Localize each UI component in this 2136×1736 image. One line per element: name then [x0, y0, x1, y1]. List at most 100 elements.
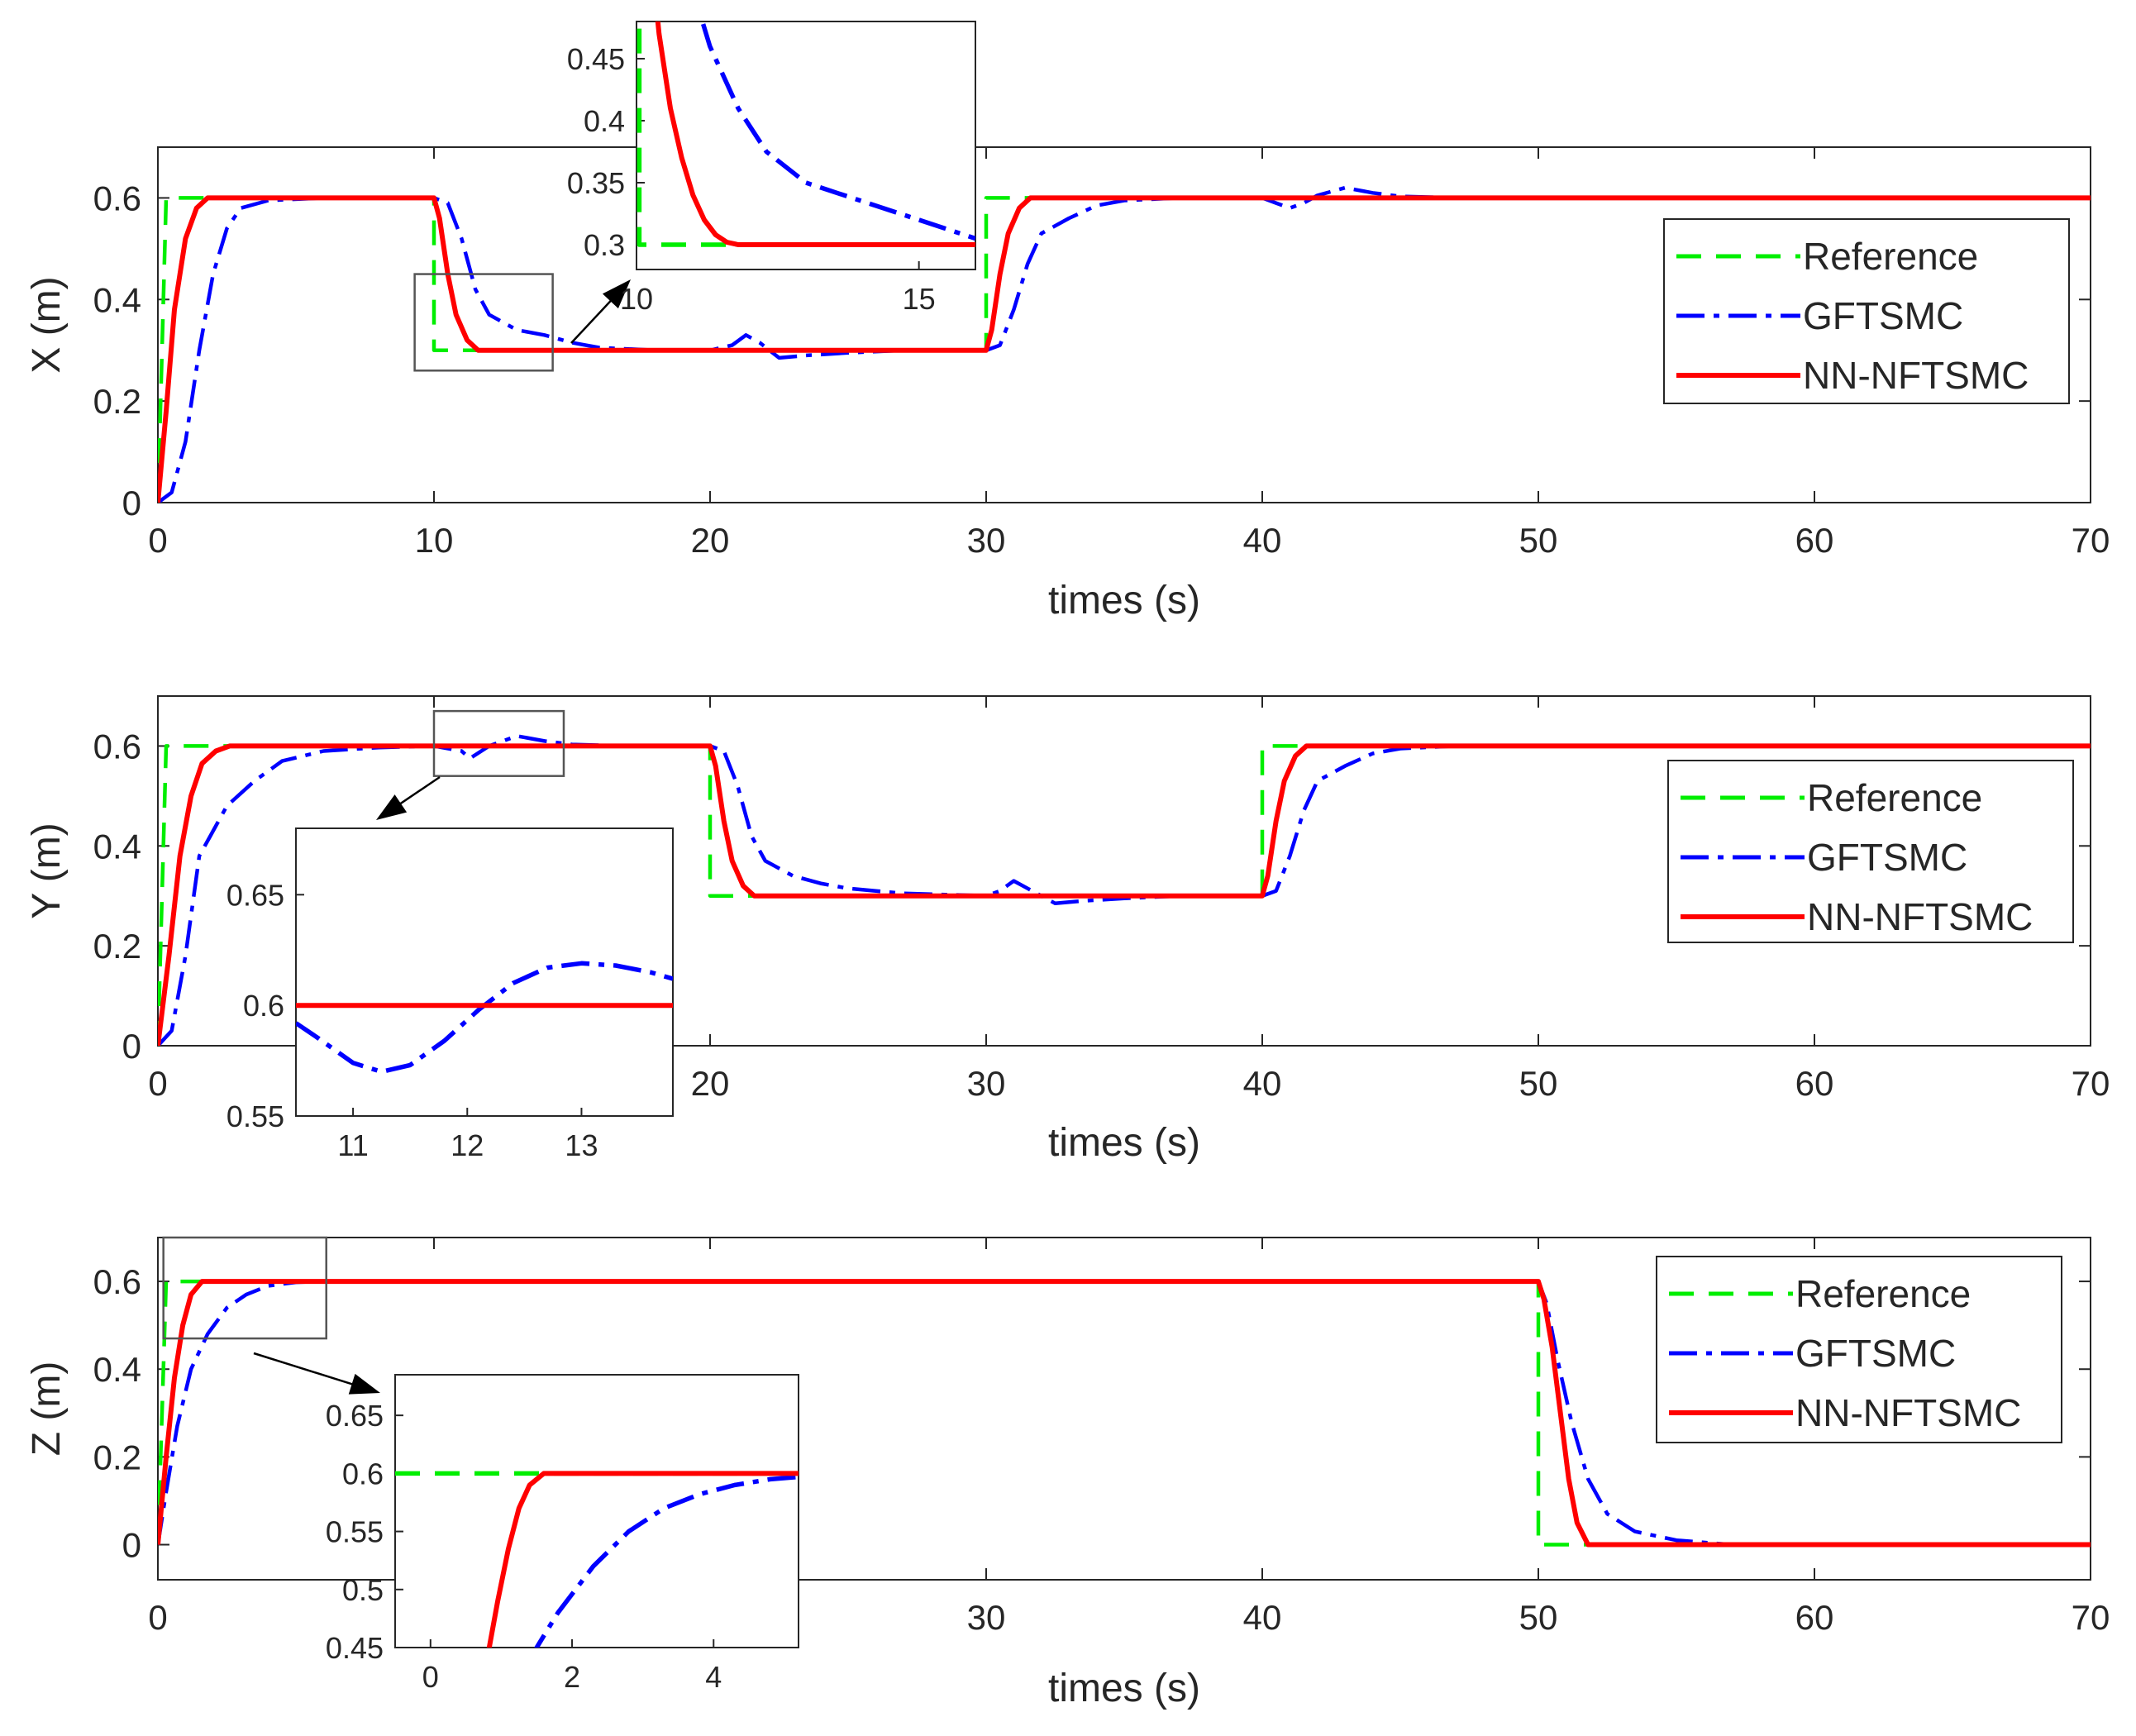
inset-x-tick-label: 4	[705, 1660, 722, 1694]
series-group-y	[158, 734, 2091, 1046]
y-tick-label: 0.6	[93, 727, 141, 765]
legend-label-nn-nftsmc: NN-NFTSMC	[1803, 354, 2029, 397]
y-tick-label: 0.6	[93, 179, 141, 217]
legend-label-reference: Reference	[1795, 1272, 1971, 1315]
legend-label-reference: Reference	[1807, 776, 1982, 819]
x-tick-label: 30	[967, 1064, 1006, 1103]
inset-x-tick-label: 15	[903, 282, 936, 316]
inset-x-tick-label: 2	[564, 1660, 580, 1694]
y-tick-label: 0.4	[93, 280, 141, 319]
x-tick-label: 0	[148, 1064, 167, 1103]
zoom-region-box	[413, 273, 554, 372]
x-tick-label: 30	[967, 521, 1006, 560]
inset-x: 10 15 0.3 0.35 0.4 0.45	[567, 21, 976, 316]
y-tick-label: 0.2	[93, 382, 141, 421]
series-line-nn-nftsmc	[158, 1279, 2091, 1548]
inset-series-line-nn-nftsmc	[655, 21, 975, 247]
x-tick-label: 50	[1519, 1064, 1558, 1103]
y-tick-label: 0.4	[93, 827, 141, 866]
x-tick-label: 0	[148, 1598, 167, 1637]
inset-series-group	[296, 961, 673, 1075]
inset-series-line-nn-nftsmc	[486, 1471, 799, 1648]
inset-x-tick-label: 12	[451, 1128, 484, 1162]
legend-y: Reference GFTSMC NN-NFTSMC	[1667, 760, 2074, 943]
x-tick-label: 50	[1519, 1598, 1558, 1637]
y-tick-label: 0.4	[93, 1350, 141, 1389]
zoom-arrow-head	[602, 279, 631, 309]
zoom-arrow-head	[376, 794, 408, 820]
y-tick-label: 0.6	[93, 1262, 141, 1301]
inset-series-group	[395, 1471, 799, 1648]
x-axis-label: times (s)	[1048, 1121, 1200, 1165]
inset-series-line-gftsmc	[534, 1474, 799, 1648]
y-tick-label: 0	[122, 1027, 141, 1066]
x-tick-label: 30	[967, 1598, 1006, 1637]
x-tick-label: 20	[691, 521, 730, 560]
inset-x-tick-label: 13	[565, 1128, 598, 1162]
series-line-nn-nftsmc	[158, 195, 2091, 503]
legend-label-reference: Reference	[1803, 235, 1978, 278]
inset-y-tick-label: 0.5	[342, 1573, 384, 1607]
inset-series-group	[637, 21, 975, 247]
y-axis-label: Z (m)	[25, 1362, 69, 1457]
inset-z: 0 2 4 0.45 0.5 0.55 0.6 0.65	[326, 1374, 799, 1694]
x-tick-label: 70	[2072, 521, 2110, 560]
series-line-reference	[158, 196, 2091, 503]
legend-label-nn-nftsmc: NN-NFTSMC	[1807, 895, 2033, 938]
inset-y-tick-label: 0.55	[326, 1515, 384, 1549]
x-tick-label: 70	[2072, 1064, 2110, 1103]
zoom-arrow-head	[348, 1373, 380, 1395]
x-tick-label: 60	[1795, 1598, 1834, 1637]
series-line-reference	[158, 744, 2091, 1046]
inset-x-tick-label: 11	[337, 1128, 368, 1162]
x-tick-label: 20	[691, 1064, 730, 1103]
inset-series-line-gftsmc	[296, 961, 673, 1075]
inset-plot-area	[636, 21, 976, 270]
inset-plot-area	[295, 827, 674, 1117]
legend-label-gftsmc: GFTSMC	[1803, 294, 1963, 337]
inset-y-tick-label: 0.45	[567, 42, 625, 76]
zoom-region-box	[432, 709, 565, 777]
series-group-x	[158, 185, 2091, 503]
x-tick-label: 60	[1795, 1064, 1834, 1103]
y-axis-label: X (m)	[25, 276, 69, 373]
inset-y-tick-label: 0.3	[584, 228, 625, 262]
x-tick-label: 0	[148, 521, 167, 560]
x-tick-label: 40	[1243, 1598, 1282, 1637]
legend-z: Reference GFTSMC NN-NFTSMC	[1656, 1256, 2062, 1443]
series-line-nn-nftsmc	[158, 743, 2091, 1046]
x-tick-label: 50	[1519, 521, 1558, 560]
zoom-region-box	[162, 1236, 327, 1340]
legend-label-nn-nftsmc: NN-NFTSMC	[1795, 1391, 2021, 1434]
inset-x-tick-label: 0	[422, 1660, 439, 1694]
x-tick-label: 70	[2072, 1598, 2110, 1637]
y-tick-label: 0.2	[93, 1438, 141, 1476]
series-line-gftsmc	[158, 734, 2091, 1046]
inset-x-tick-label: 10	[620, 282, 653, 316]
legend-box	[1667, 760, 2074, 943]
legend-x: Reference GFTSMC NN-NFTSMC	[1663, 218, 2070, 404]
x-tick-label: 60	[1795, 521, 1834, 560]
inset-y-tick-label: 0.6	[243, 989, 284, 1023]
inset-y: 11 12 13 0.55 0.6 0.65	[226, 827, 674, 1162]
inset-y-tick-label: 0.35	[567, 166, 625, 200]
y-tick-label: 0	[122, 1526, 141, 1565]
x-axis-label: times (s)	[1048, 1667, 1200, 1710]
y-axis-label: Y (m)	[25, 823, 69, 918]
inset-plot-area	[394, 1374, 799, 1648]
inset-y-tick-label: 0.55	[226, 1099, 284, 1133]
x-tick-label: 40	[1243, 521, 1282, 560]
x-tick-label: 10	[415, 521, 454, 560]
x-axis-label: times (s)	[1048, 579, 1200, 622]
series-group-z	[158, 1279, 2091, 1548]
inset-y-tick-label: 0.45	[326, 1631, 384, 1665]
y-tick-label: 0.2	[93, 927, 141, 966]
inset-y-tick-label: 0.65	[226, 878, 284, 912]
panel-x: 0 10 20 30 40 50 60 70 0 0.2 0.4 0.6 times (s) X (m) R…	[25, 21, 2110, 622]
legend-box	[1663, 218, 2070, 404]
legend-label-gftsmc: GFTSMC	[1795, 1332, 1956, 1375]
y-tick-label: 0	[122, 484, 141, 522]
